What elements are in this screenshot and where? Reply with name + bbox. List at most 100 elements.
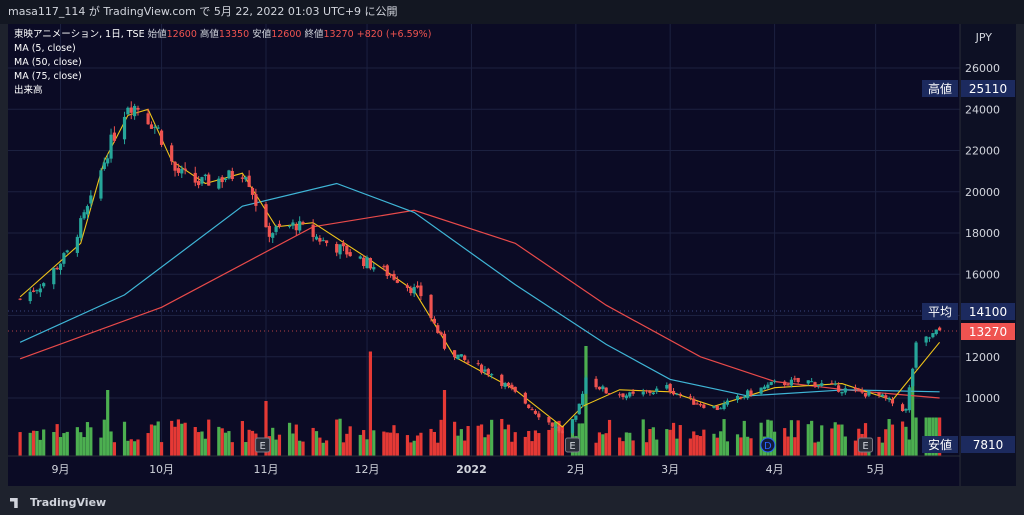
candle	[436, 323, 440, 334]
volume-bar	[527, 430, 531, 456]
price-tag: 安値 7810	[922, 436, 1015, 453]
volume-bar	[240, 421, 245, 456]
candle-body	[287, 225, 292, 227]
chart-frame[interactable]	[8, 24, 1016, 486]
candle	[75, 234, 79, 257]
candle-body	[830, 383, 834, 385]
candle	[810, 377, 814, 383]
candle	[18, 298, 22, 301]
volume-bar	[607, 419, 612, 456]
volume-bar	[409, 442, 413, 456]
candle	[813, 381, 817, 389]
publish-bar: masa117_114 が TradingView.com で 5月 22, 2…	[0, 0, 1024, 24]
candle	[197, 176, 201, 189]
candle	[389, 273, 393, 278]
volume-bar	[85, 422, 90, 456]
candle	[126, 106, 130, 115]
volume-bar	[180, 423, 184, 456]
candle	[264, 201, 268, 228]
volume-bar	[156, 421, 160, 456]
volume-bar	[533, 430, 538, 456]
candle-body	[55, 267, 59, 270]
price-axis-panel	[960, 24, 1016, 486]
candle	[466, 359, 470, 366]
candle	[597, 386, 602, 391]
candle-body	[695, 403, 699, 405]
volume-bar	[500, 418, 504, 456]
candle-body	[671, 390, 676, 395]
candle-body	[853, 387, 858, 390]
volume-bar	[439, 419, 443, 456]
legend-ohlc: 始値12600 高値13350 安値12600 終値13270 +820 (+6…	[148, 29, 432, 40]
candle-body	[678, 393, 682, 395]
volume-bar	[345, 433, 349, 456]
candle-body	[712, 406, 716, 408]
legend-symbol-line: 東映アニメーション, 1日, TSE 始値12600 高値13350 安値126…	[14, 28, 431, 42]
candle	[931, 332, 935, 339]
candle-body	[405, 285, 410, 288]
candle	[904, 408, 908, 413]
candle-body	[735, 395, 740, 401]
candle-body	[490, 374, 494, 376]
candle-body	[688, 396, 692, 398]
candle-body	[607, 393, 612, 395]
candle-body	[230, 171, 234, 179]
y-tick-label: 18000	[965, 227, 1000, 240]
candle-body	[725, 400, 730, 405]
candle	[85, 204, 90, 219]
candle	[739, 396, 743, 400]
legend-indicator-ma50[interactable]: MA (50, close)	[14, 57, 82, 68]
tradingview-logo-icon	[10, 498, 18, 508]
volume-bar	[362, 430, 366, 456]
candle	[453, 350, 457, 361]
candle	[28, 287, 32, 304]
candle	[857, 387, 861, 391]
volume-bar	[506, 424, 511, 456]
candle	[486, 367, 490, 378]
volume-bar	[419, 432, 423, 456]
volume-bar	[628, 432, 632, 456]
volume-bar	[490, 419, 494, 456]
volume-bar	[900, 421, 905, 456]
legend-indicator-ma75[interactable]: MA (75, close)	[14, 71, 82, 82]
volume-bar	[796, 420, 800, 456]
candle	[463, 354, 467, 362]
candle-body	[274, 226, 278, 232]
candle	[247, 170, 251, 188]
currency-label: JPY	[975, 31, 993, 44]
ohlc-high-label: 高値	[199, 29, 219, 40]
legend-indicator-ma5[interactable]: MA (5, close)	[14, 43, 76, 54]
candle-body	[840, 391, 844, 394]
candle	[314, 234, 319, 241]
legend-indicator-volume[interactable]: 出来高	[14, 85, 43, 96]
ma-75-line	[19, 209, 940, 399]
candle	[533, 409, 538, 415]
tradingview-logo[interactable]: TradingView	[10, 496, 106, 509]
candle-body	[594, 378, 598, 388]
volume-bar	[692, 431, 696, 456]
candle-body	[409, 287, 413, 294]
candle	[133, 103, 137, 120]
volume-bar	[719, 431, 723, 456]
price-tag-label-bg	[922, 436, 958, 453]
candle	[439, 331, 443, 336]
volume-bar	[183, 422, 187, 456]
candle	[793, 375, 797, 383]
candle	[479, 363, 484, 375]
candle-body	[860, 390, 864, 393]
candle	[200, 176, 204, 187]
candle	[631, 389, 635, 396]
candle	[914, 340, 918, 370]
publish-line: masa117_114 が TradingView.com で 5月 22, 2…	[8, 5, 398, 18]
x-tick-label: 9月	[52, 463, 70, 476]
candle	[570, 418, 575, 435]
candle	[934, 329, 938, 336]
candle	[311, 219, 315, 242]
candle	[527, 404, 531, 409]
candle-body	[601, 386, 605, 390]
volume-bar	[442, 390, 447, 456]
volume-bar	[429, 428, 433, 456]
volume-bar	[833, 422, 837, 456]
volume-bar	[675, 438, 679, 456]
